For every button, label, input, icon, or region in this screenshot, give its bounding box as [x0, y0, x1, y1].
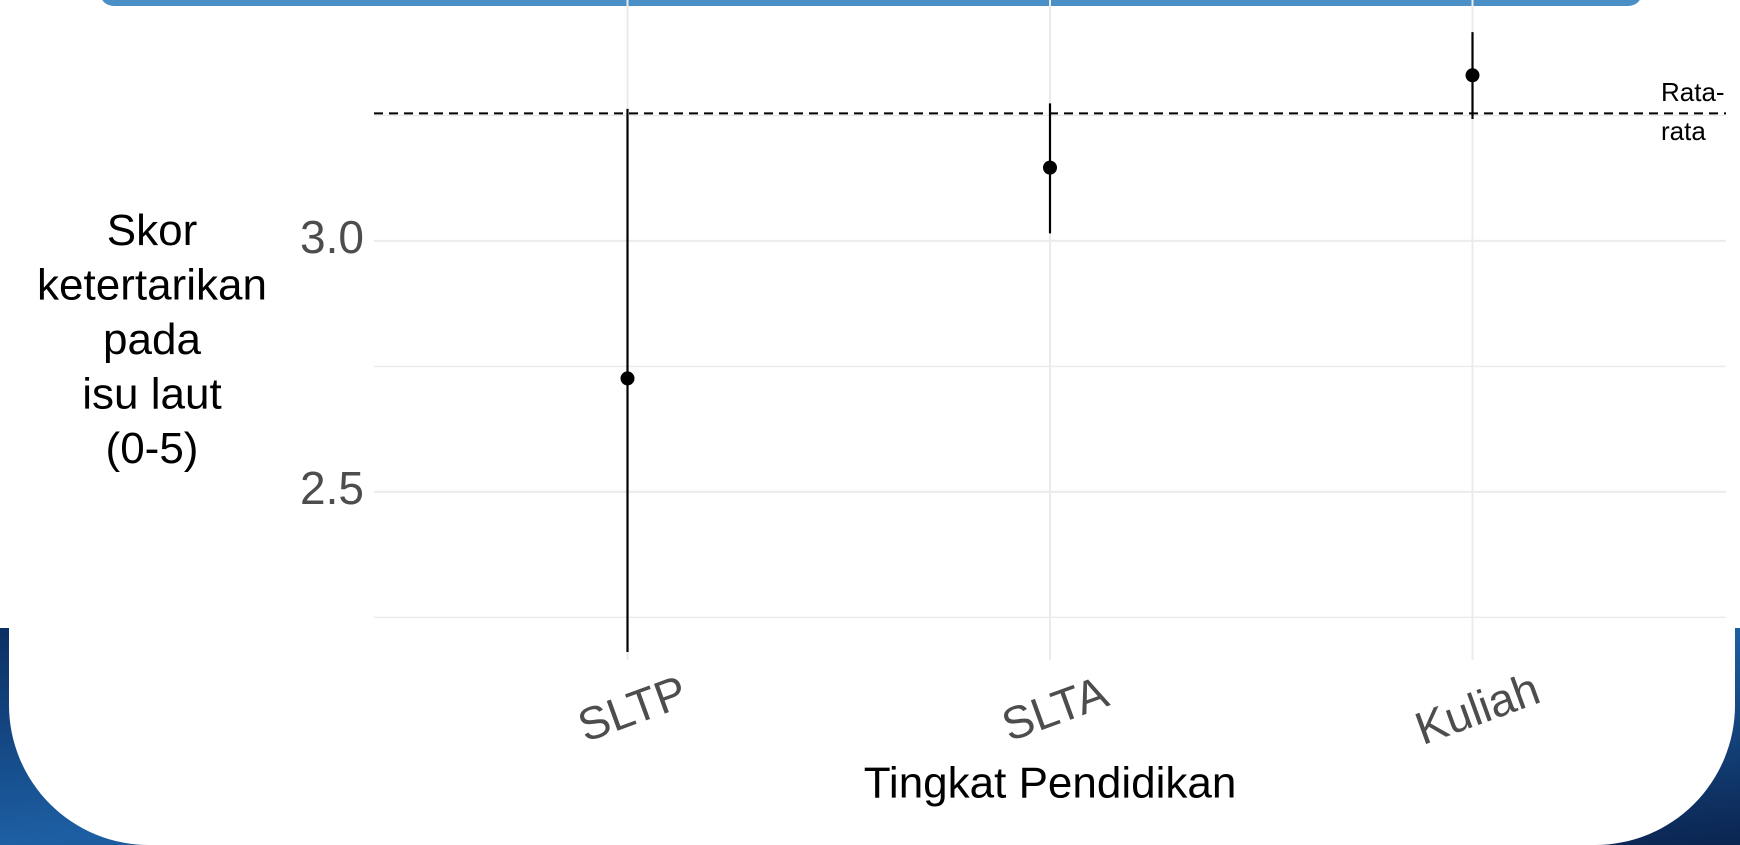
- y-axis-title-line: pada: [103, 315, 201, 364]
- y-axis-title: Skor ketertarikan pada isu laut (0-5): [37, 206, 267, 473]
- reference-label-line: rata: [1661, 116, 1706, 146]
- y-axis-title-line: Skor: [107, 206, 197, 255]
- reference-label-line: Rata-: [1661, 77, 1725, 107]
- y-axis-title-line: (0-5): [106, 424, 199, 473]
- content-panel: [9, 0, 1735, 845]
- header-banner: [102, 0, 1640, 6]
- x-axis-title: Tingkat Pendidikan: [864, 759, 1237, 808]
- y-axis-title-line: ketertarikan: [37, 260, 267, 309]
- y-tick-label: 2.5: [300, 462, 364, 514]
- point: [1465, 68, 1480, 83]
- y-tick-label: 3.0: [300, 211, 364, 263]
- point: [1043, 160, 1057, 175]
- reference-label: Rata-rata: [1661, 77, 1725, 146]
- y-axis-title-line: isu laut: [82, 369, 221, 418]
- point: [620, 371, 635, 386]
